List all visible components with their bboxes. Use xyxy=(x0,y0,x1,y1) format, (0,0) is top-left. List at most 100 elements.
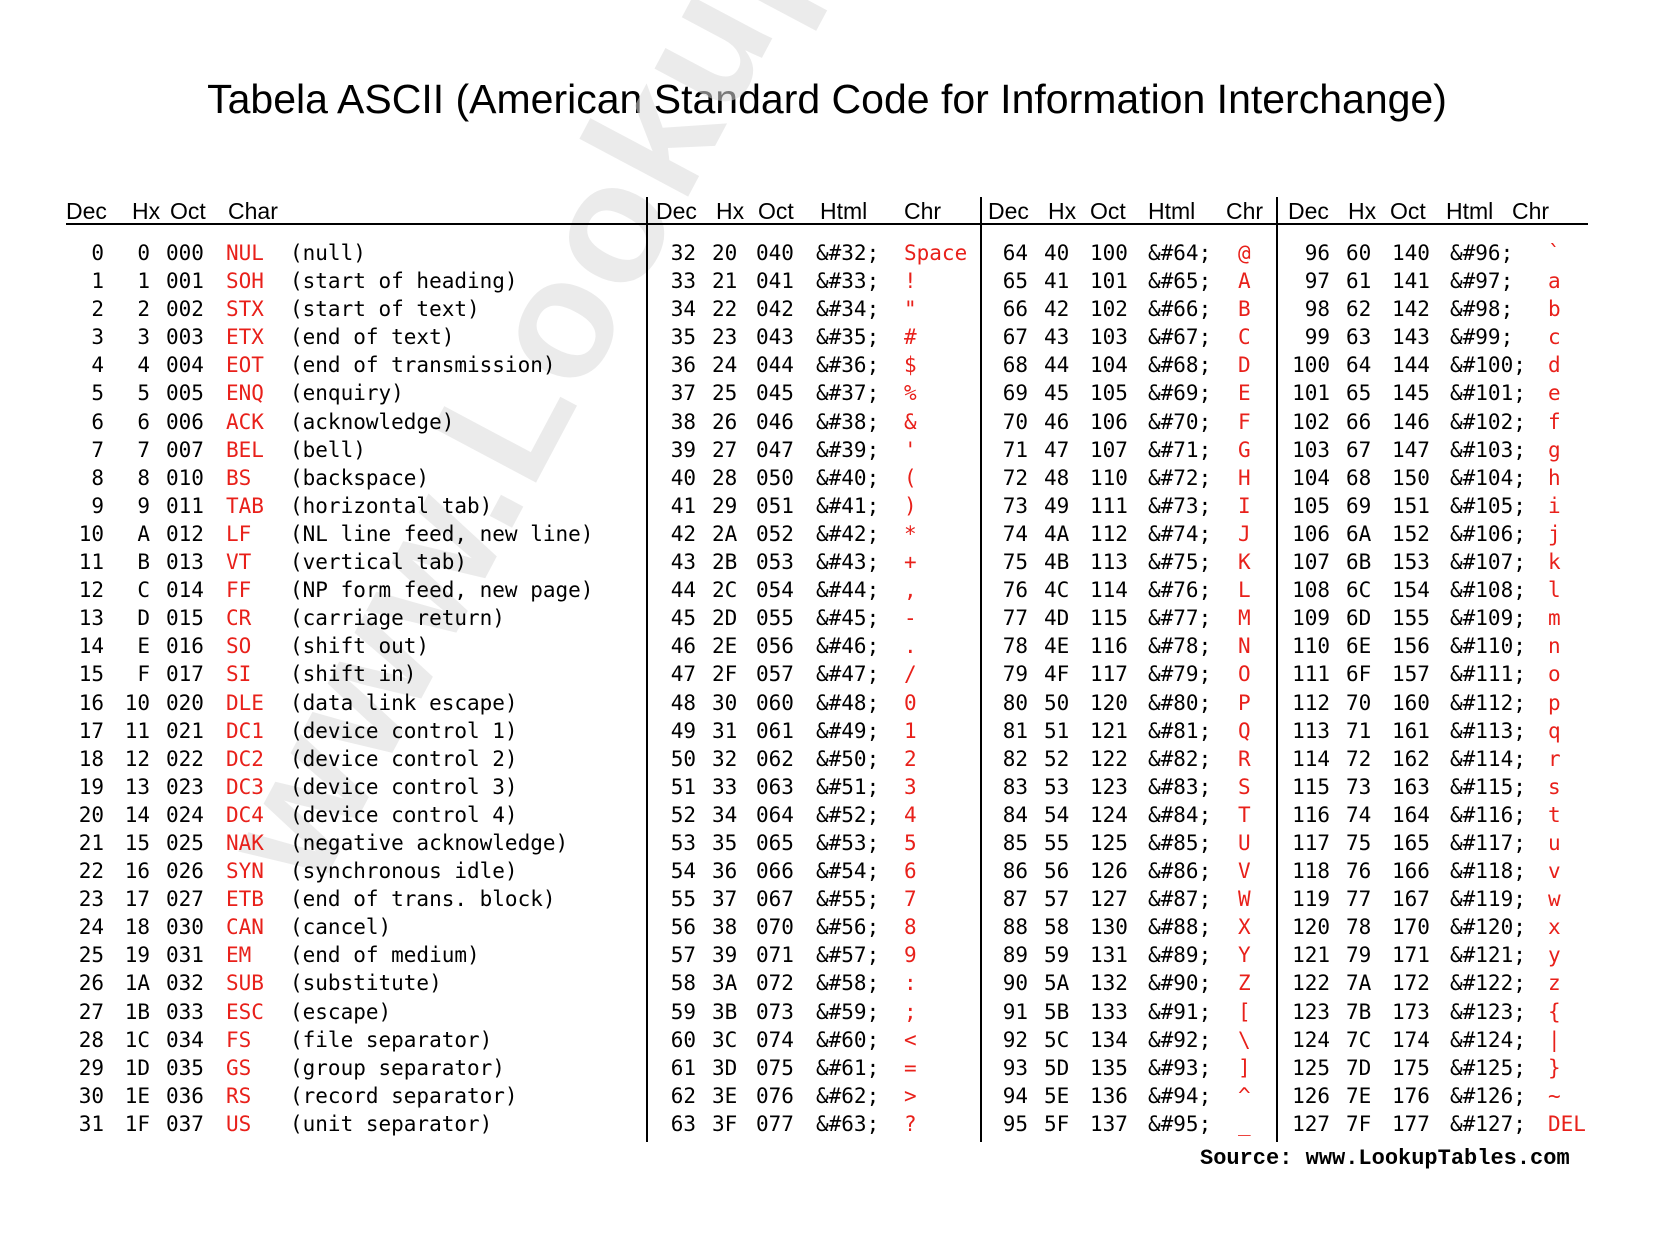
table-row: 37 25 045 &#37;% xyxy=(648,380,978,408)
table-row: 51 33 063 &#51; 3 xyxy=(648,774,978,802)
table-row: 62 3E 076 &#62; > xyxy=(648,1083,978,1111)
html-cell: &#125; xyxy=(1450,1055,1526,1080)
description-cell: (null) xyxy=(290,241,366,265)
dec-cell: 40 xyxy=(670,465,696,490)
dec-cell: 41 xyxy=(670,493,696,518)
chr-cell: b xyxy=(1548,297,1561,322)
description-cell: (group separator) xyxy=(290,1055,505,1080)
description-cell: (horizontal tab) xyxy=(290,493,493,518)
dec-cell: 62 xyxy=(670,1083,696,1108)
dec-cell: 92 xyxy=(1002,1027,1028,1052)
oct-cell: 104 xyxy=(1090,353,1128,378)
html-cell: &#37; xyxy=(816,381,880,406)
table-row: 108 6C 154 &#108; l xyxy=(1278,577,1598,605)
char-cell: SYN xyxy=(226,859,264,884)
html-cell: &#117; xyxy=(1450,830,1526,855)
hex-cell: 19 xyxy=(124,943,150,968)
dec-cell: 74 xyxy=(1002,521,1028,546)
char-cell: EM xyxy=(226,943,252,968)
html-cell: &#90; xyxy=(1148,971,1212,996)
dec-cell: 113 xyxy=(1292,718,1330,743)
oct-cell: 004 xyxy=(166,353,204,378)
header-oct: Oct xyxy=(170,198,206,224)
chr-cell: _ xyxy=(1238,1111,1251,1136)
hex-cell: 2B xyxy=(712,550,738,575)
html-cell: &#116; xyxy=(1450,802,1526,827)
chr-cell: 6 xyxy=(904,859,917,884)
chr-cell: l xyxy=(1548,578,1561,603)
table-row: 4 4 004 EOT (end of transmission) xyxy=(0,352,646,380)
html-cell: &#127; xyxy=(1450,1111,1526,1136)
chr-cell: [ xyxy=(1238,999,1251,1024)
html-cell: &#49; xyxy=(816,718,880,743)
dec-cell: 51 xyxy=(670,774,696,799)
table-row: 58 3A 072 &#58;: xyxy=(648,970,978,998)
hex-cell: 3D xyxy=(712,1055,738,1080)
html-cell: &#74; xyxy=(1148,521,1212,546)
table-row: 107 6B 153 &#107; k xyxy=(1278,549,1598,577)
hex-cell: 71 xyxy=(1346,718,1372,743)
description-cell: (device control 3) xyxy=(290,774,518,799)
table-row: 76 4C 114 &#76; L xyxy=(982,577,1274,605)
hex-cell: 31 xyxy=(712,718,738,743)
chr-cell: = xyxy=(904,1055,917,1080)
dec-cell: 95 xyxy=(1002,1111,1028,1136)
chr-cell: 4 xyxy=(904,802,917,827)
group-32-63-table: 32 20 040 &#32; Space 33 21 041 &#33;! 34 22 042 &#3… xyxy=(648,240,978,1139)
hex-cell: 6D xyxy=(1346,606,1372,631)
hex-cell: 1 xyxy=(137,269,150,294)
table-row: 48 30 060 &#48; 0 xyxy=(648,690,978,718)
chr-cell: X xyxy=(1238,915,1251,940)
dec-cell: 124 xyxy=(1292,1027,1330,1052)
html-cell: &#72; xyxy=(1148,465,1212,490)
table-row: 85 55 125 &#85; U xyxy=(982,830,1274,858)
header-oct: Oct xyxy=(1390,198,1426,224)
hex-cell: 21 xyxy=(712,269,738,294)
hex-cell: 6E xyxy=(1346,634,1372,659)
hex-cell: 1D xyxy=(124,1055,150,1080)
dec-cell: 31 xyxy=(78,1111,104,1136)
html-cell: &#84; xyxy=(1148,802,1212,827)
oct-cell: 120 xyxy=(1090,690,1128,715)
oct-cell: 166 xyxy=(1392,859,1430,884)
table-row: 64 40 100 &#64; @ xyxy=(982,240,1274,268)
dec-cell: 28 xyxy=(78,1027,104,1052)
dec-cell: 83 xyxy=(1002,774,1028,799)
table-row: 9 9 011 TAB (horizontal tab) xyxy=(0,493,646,521)
table-row: 1 1 001 SOH (start of heading) xyxy=(0,268,646,296)
oct-cell: 146 xyxy=(1392,409,1430,434)
dec-cell: 80 xyxy=(1002,690,1028,715)
oct-cell: 133 xyxy=(1090,999,1128,1024)
dec-cell: 122 xyxy=(1292,971,1330,996)
hex-cell: 48 xyxy=(1044,465,1070,490)
html-cell: &#48; xyxy=(816,690,880,715)
chr-cell: t xyxy=(1548,802,1561,827)
oct-cell: 102 xyxy=(1090,297,1128,322)
description-cell: (backspace) xyxy=(290,465,430,490)
oct-cell: 174 xyxy=(1392,1027,1430,1052)
chr-cell: 9 xyxy=(904,943,917,968)
hex-cell: 38 xyxy=(712,915,738,940)
html-cell: &#45; xyxy=(816,606,880,631)
chr-cell: 5 xyxy=(904,830,917,855)
chr-cell: ! xyxy=(904,269,917,294)
html-cell: &#56; xyxy=(816,915,880,940)
hex-cell: 24 xyxy=(712,353,738,378)
hex-cell: 3C xyxy=(712,1027,738,1052)
oct-cell: 153 xyxy=(1392,550,1430,575)
html-cell: &#88; xyxy=(1148,915,1212,940)
dec-cell: 117 xyxy=(1292,830,1330,855)
oct-cell: 135 xyxy=(1090,1055,1128,1080)
char-cell: ENQ xyxy=(226,381,264,406)
html-cell: &#113; xyxy=(1450,718,1526,743)
char-cell: SI xyxy=(226,662,252,687)
dec-cell: 118 xyxy=(1292,859,1330,884)
dec-cell: 82 xyxy=(1002,746,1028,771)
chr-cell: c xyxy=(1548,325,1561,350)
dec-cell: 69 xyxy=(1002,381,1028,406)
char-cell: SO xyxy=(226,634,252,659)
hex-cell: 72 xyxy=(1346,746,1372,771)
hex-cell: C xyxy=(137,578,150,603)
table-row: 71 47 107 &#71; G xyxy=(982,437,1274,465)
html-cell: &#81; xyxy=(1148,718,1212,743)
